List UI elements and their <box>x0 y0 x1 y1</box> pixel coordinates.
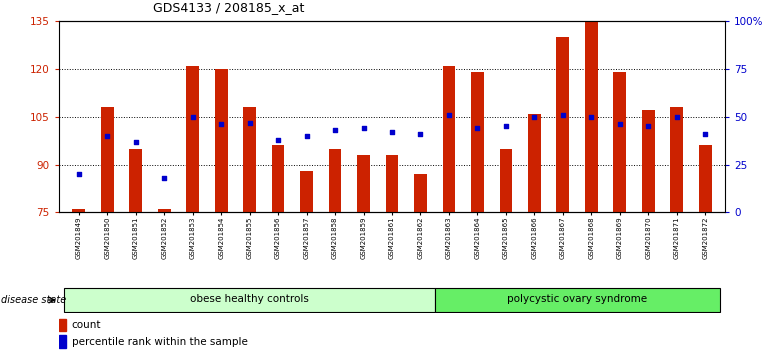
Bar <box>585 18 597 212</box>
Bar <box>59 335 66 348</box>
Bar <box>471 72 484 212</box>
Point <box>158 175 170 181</box>
Text: obese healthy controls: obese healthy controls <box>191 295 309 304</box>
Bar <box>64 288 434 312</box>
Bar <box>215 69 227 212</box>
Bar <box>72 209 85 212</box>
Point <box>101 133 114 139</box>
Point <box>614 122 626 127</box>
Text: percentile rank within the sample: percentile rank within the sample <box>71 337 248 347</box>
Bar <box>59 319 66 331</box>
Bar <box>557 37 569 212</box>
Text: disease state: disease state <box>1 295 66 305</box>
Bar <box>328 149 342 212</box>
Bar <box>442 66 456 212</box>
Bar <box>613 72 626 212</box>
Point <box>642 124 655 129</box>
Bar <box>434 288 720 312</box>
Point <box>471 125 484 131</box>
Bar <box>414 174 426 212</box>
Point <box>215 122 227 127</box>
Point <box>557 112 569 118</box>
Bar <box>187 66 199 212</box>
Point <box>443 112 456 118</box>
Bar <box>129 149 142 212</box>
Text: polycystic ovary syndrome: polycystic ovary syndrome <box>507 295 647 304</box>
Point <box>272 137 285 143</box>
Bar <box>158 209 171 212</box>
Point <box>129 139 142 144</box>
Bar <box>358 155 370 212</box>
Bar <box>528 114 541 212</box>
Point <box>243 120 256 125</box>
Point <box>386 129 398 135</box>
Point <box>358 125 370 131</box>
Bar <box>272 145 285 212</box>
Bar <box>670 107 683 212</box>
Text: GDS4133 / 208185_x_at: GDS4133 / 208185_x_at <box>153 1 304 14</box>
Bar <box>101 107 114 212</box>
Point <box>585 114 597 120</box>
Point <box>72 171 85 177</box>
Text: count: count <box>71 320 101 330</box>
Point <box>670 114 683 120</box>
Bar <box>243 107 256 212</box>
Point <box>187 114 199 120</box>
Point <box>300 133 313 139</box>
Point <box>699 131 712 137</box>
Point <box>414 131 426 137</box>
Bar <box>642 110 655 212</box>
Bar <box>300 171 313 212</box>
Point <box>499 124 512 129</box>
Point <box>528 114 541 120</box>
Point <box>328 127 341 133</box>
Bar <box>499 149 512 212</box>
Bar <box>699 145 712 212</box>
Bar <box>386 155 398 212</box>
